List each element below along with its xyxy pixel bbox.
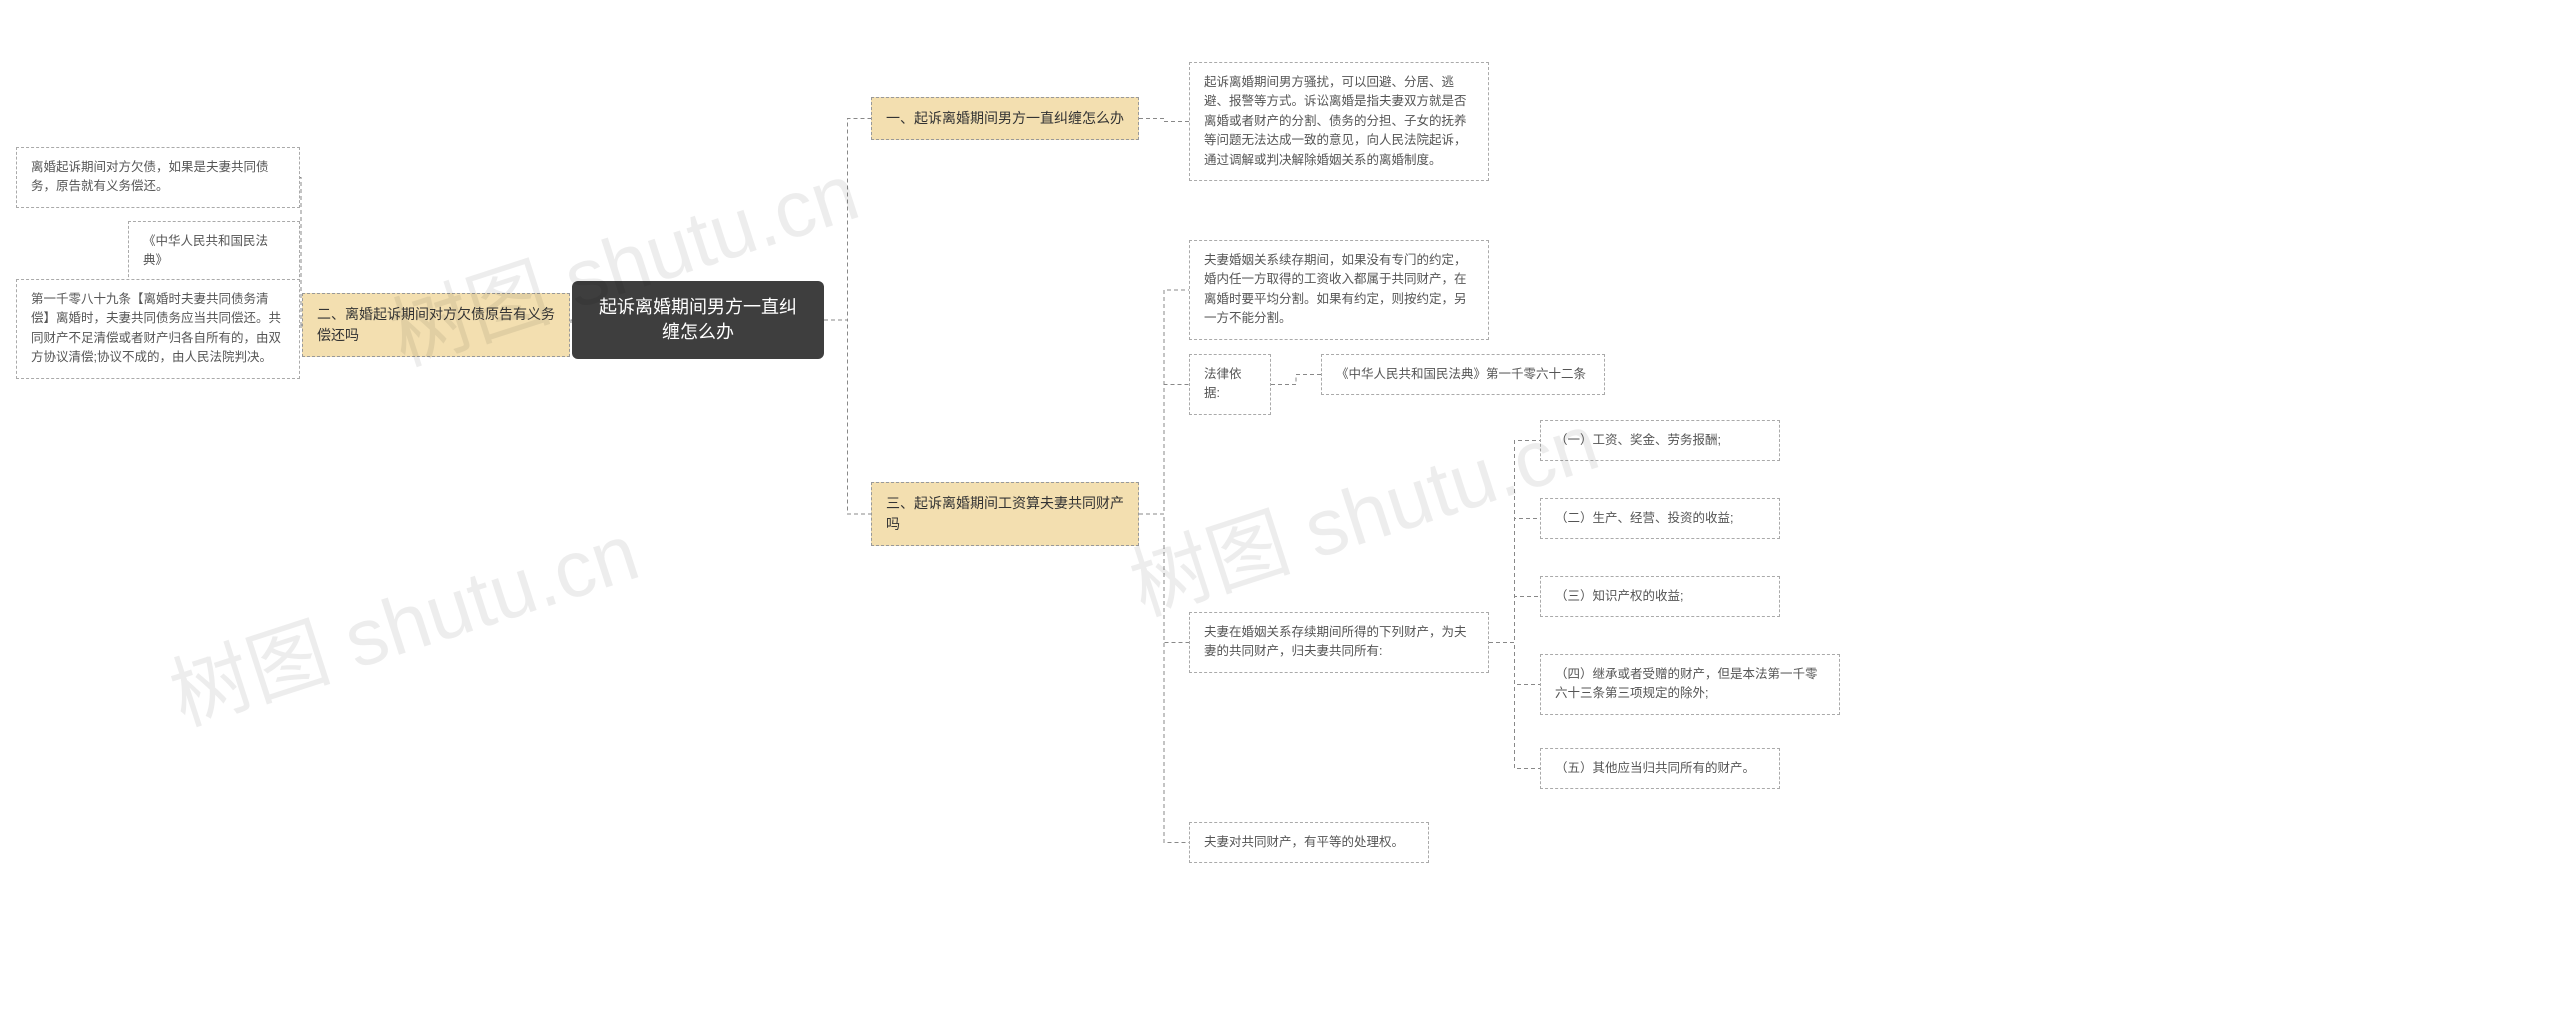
section-2: 二、离婚起诉期间对方欠债原告有义务偿还吗 [302, 293, 570, 357]
leaf-s2-c: 第一千零八十九条【离婚时夫妻共同债务清偿】离婚时，夫妻共同债务应当共同偿还。共同… [16, 279, 300, 379]
watermark: 树图 shutu.cn [1114, 378, 1611, 638]
section-2-title: 二、离婚起诉期间对方欠债原告有义务偿还吗 [317, 306, 555, 343]
leaf-s3-c: 夫妻在婚姻关系存续期间所得的下列财产，为夫妻的共同财产，归夫妻共同所有: [1189, 612, 1489, 673]
section-1-title: 一、起诉离婚期间男方一直纠缠怎么办 [886, 110, 1124, 126]
root-text: 起诉离婚期间男方一直纠缠怎么办 [599, 297, 797, 342]
root-node: 起诉离婚期间男方一直纠缠怎么办 [572, 281, 824, 359]
watermark: 树图 shutu.cn [154, 488, 651, 748]
leaf-s2-a: 离婚起诉期间对方欠债，如果是夫妻共同债务，原告就有义务偿还。 [16, 147, 300, 208]
leaf-s3-c1: （一）工资、奖金、劳务报酬; [1540, 420, 1780, 461]
leaf-s1-a: 起诉离婚期间男方骚扰，可以回避、分居、逃避、报警等方式。诉讼离婚是指夫妻双方就是… [1189, 62, 1489, 181]
leaf-s3-b1: 《中华人民共和国民法典》第一千零六十二条 [1321, 354, 1605, 395]
leaf-s3-c3: （三）知识产权的收益; [1540, 576, 1780, 617]
leaf-s2-b: 《中华人民共和国民法典》 [128, 221, 300, 282]
leaf-s3-a: 夫妻婚姻关系续存期间，如果没有专门的约定，婚内任一方取得的工资收入都属于共同财产… [1189, 240, 1489, 340]
section-3-title: 三、起诉离婚期间工资算夫妻共同财产吗 [886, 495, 1124, 532]
section-3: 三、起诉离婚期间工资算夫妻共同财产吗 [871, 482, 1139, 546]
leaf-s3-c5: （五）其他应当归共同所有的财产。 [1540, 748, 1780, 789]
section-1: 一、起诉离婚期间男方一直纠缠怎么办 [871, 97, 1139, 140]
leaf-s3-c2: （二）生产、经营、投资的收益; [1540, 498, 1780, 539]
leaf-s3-d: 夫妻对共同财产，有平等的处理权。 [1189, 822, 1429, 863]
leaf-s3-b: 法律依据: [1189, 354, 1271, 415]
leaf-s3-c4: （四）继承或者受赠的财产，但是本法第一千零六十三条第三项规定的除外; [1540, 654, 1840, 715]
